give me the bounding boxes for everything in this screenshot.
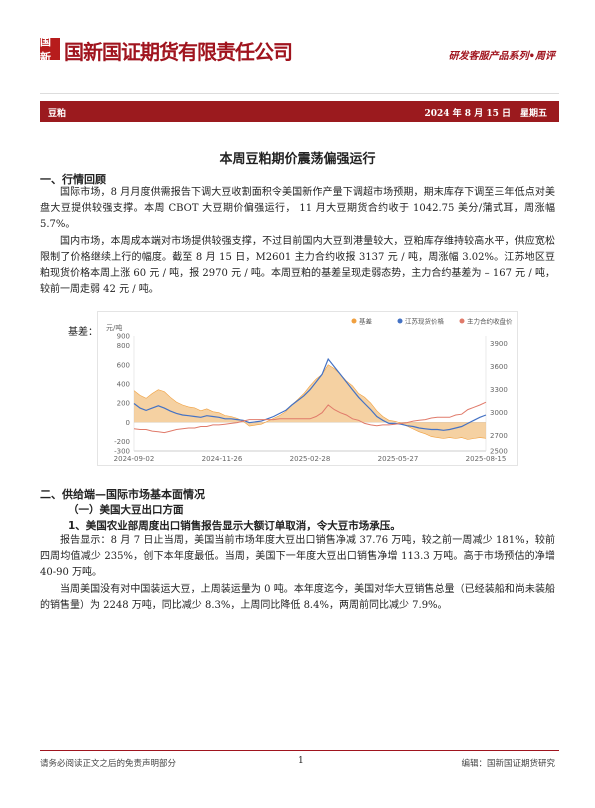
subsection-heading-usda: 1、美国农业部周度出口销售报告显示大额订单取消，令大豆市场承压。: [68, 520, 401, 532]
report-title: 本周豆粕期价震荡偏强运行: [219, 152, 376, 167]
header-divider: [40, 93, 559, 94]
x-tick-label: 2024-09-02: [114, 455, 155, 463]
x-tick-label: 2025-05-27: [378, 455, 419, 463]
y-right-tick-label: 2700: [490, 432, 508, 440]
paragraph-international: 国际市场，8 月月度供需报告下调大豆收割面积令美国新作产量下调超市场预期，期末库…: [40, 187, 555, 230]
series-futures-line: [133, 401, 487, 434]
legend-label: 基差: [359, 317, 373, 326]
y-left-tick-label: -300: [114, 448, 130, 456]
paragraph-shipments: 当周美国没有对中国装运大豆，上周装运量为 0 吨。本年度迄今，美国对华大豆销售总…: [40, 584, 555, 611]
banner-date: 2024 年 8 月 15 日 星期五: [424, 109, 547, 119]
legend-label: 主力合约收盘价: [467, 317, 513, 326]
footer-divider: [40, 750, 559, 751]
legend-marker: [397, 318, 403, 324]
page-number: 1: [298, 756, 304, 766]
paragraph-domestic: 国内市场，本周成本端对市场提供较强支撑，不过目前国内大豆到港量较大，豆粕库存维持…: [40, 236, 555, 295]
y-left-tick-label: 800: [117, 342, 130, 350]
basis-chart-label: 基差：: [68, 327, 98, 338]
subsection-heading-export: （一）美国大豆出口方面: [68, 504, 184, 516]
y-right-tick-label: 3900: [490, 340, 508, 348]
x-tick-label: 2025-08-15: [466, 455, 507, 463]
company-name: 国新国证期货有限责任公司: [64, 40, 293, 64]
basis-chart: 元/吨 -300 -200 0 200 400 600 800 900 2500 2700 3000 3…: [97, 311, 518, 466]
y-left-unit: 元/吨: [106, 323, 122, 332]
y-left-tick-label: 200: [117, 400, 130, 408]
x-tick-label: 2025-02-28: [290, 455, 331, 463]
report-banner: 豆粕 2024 年 8 月 15 日 星期五: [40, 101, 559, 122]
footer-disclaimer: 请务必阅读正文之后的免责声明部分: [40, 759, 177, 769]
x-tick-label: 2024-11-26: [202, 455, 243, 463]
y-left-tick-label: 400: [117, 380, 130, 388]
y-right-tick-label: 3600: [490, 363, 508, 371]
y-left-tick-label: 600: [117, 361, 130, 369]
series-basis-line: [133, 364, 487, 440]
y-right-tick-label: 2500: [490, 448, 508, 456]
legend-marker: [459, 318, 465, 324]
y-left-tick-label: 0: [126, 419, 130, 427]
series-label: 研发客服产品系列•周评: [448, 51, 555, 62]
series-basis-area: [134, 364, 486, 440]
y-right-tick-label: 3000: [490, 409, 508, 417]
legend-marker: [351, 318, 357, 324]
series-spot-line: [133, 357, 487, 431]
y-left-tick-label: -200: [114, 438, 130, 446]
footer-editor: 编辑：国新国证期货研究: [461, 759, 555, 769]
y-left-tick-label: 900: [117, 333, 130, 341]
section-heading-supply: 二、供给端—国际市场基本面情况: [40, 488, 205, 501]
legend-label: 江苏现货价格: [405, 317, 445, 326]
y-right-tick-label: 3300: [490, 386, 508, 394]
paragraph-export-report: 报告显示：8 月 7 日止当周，美国当前市场年度大豆出口销售净减 37.76 万…: [40, 535, 555, 578]
company-logo-mark: 国新: [40, 35, 60, 64]
section-heading-review: 一、行情回顾: [40, 173, 106, 186]
banner-category: 豆粕: [48, 109, 67, 119]
